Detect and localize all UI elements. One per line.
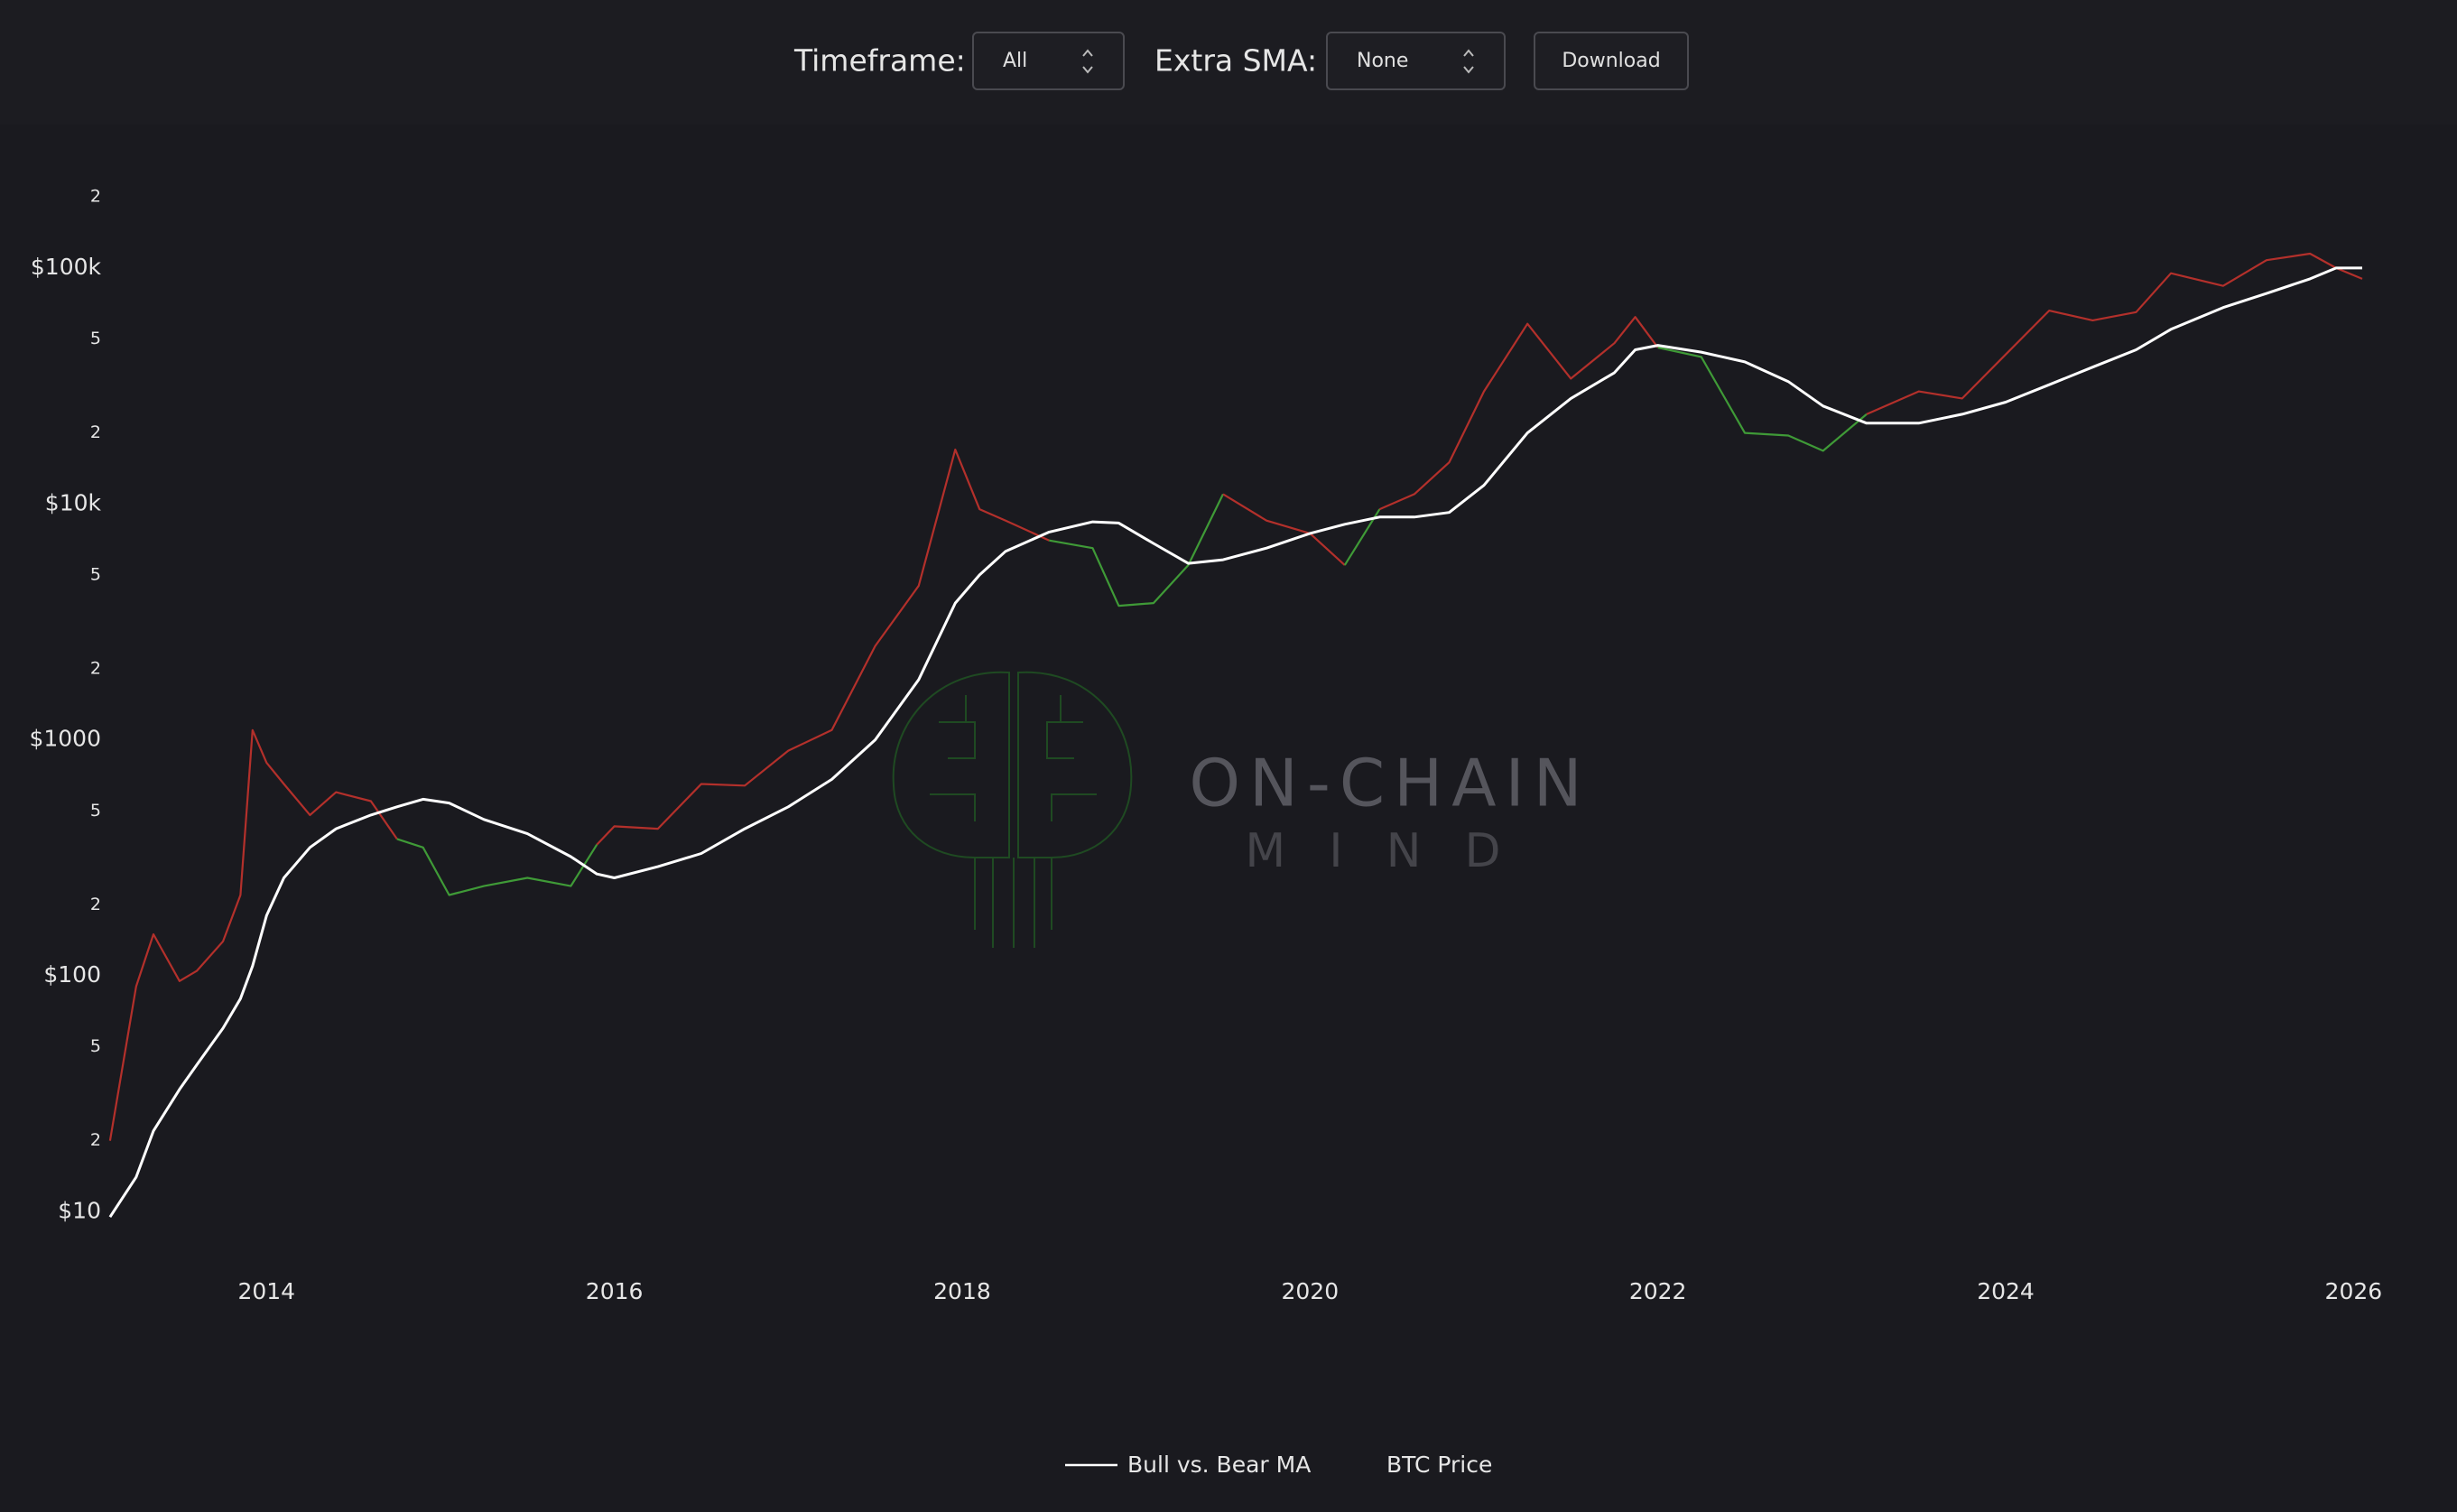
brain-circuits xyxy=(930,695,1097,948)
x-tick-label: 2014 xyxy=(237,1278,295,1304)
select-value[interactable]: None xyxy=(1357,50,1408,72)
header xyxy=(0,0,2457,125)
x-tick-label: 2016 xyxy=(586,1278,644,1304)
sma-select[interactable]: None xyxy=(1326,32,1506,90)
price-line xyxy=(108,728,398,1141)
price-line xyxy=(1049,493,1224,608)
download-button[interactable]: Download xyxy=(1534,32,1689,90)
y-tick-label: $1000 xyxy=(29,726,101,752)
legend-label: BTC Price xyxy=(1386,1452,1492,1478)
y-tick-label: $10 xyxy=(58,1197,101,1223)
brain-left xyxy=(892,671,1010,858)
price-line xyxy=(1866,252,2363,415)
y-tick-label: 2 xyxy=(90,895,101,914)
price-line xyxy=(1222,493,1346,566)
select-box[interactable] xyxy=(1326,32,1506,90)
select-value[interactable]: All xyxy=(1003,50,1027,72)
price-line xyxy=(596,448,1050,846)
y-tick-label: 5 xyxy=(90,801,101,821)
y-tick-label: 5 xyxy=(90,329,101,348)
x-tick-label: 2026 xyxy=(2325,1278,2383,1304)
watermark-subtitle: MIND xyxy=(1245,824,1544,878)
x-tick-label: 2018 xyxy=(933,1278,991,1304)
y-tick-label: 2 xyxy=(90,187,101,207)
ma-line xyxy=(108,266,2362,1219)
x-tick-label: 2024 xyxy=(1977,1278,2035,1304)
timeframe-select[interactable]: All xyxy=(972,32,1125,90)
price-line xyxy=(1378,316,1659,511)
y-tick-label: 2 xyxy=(90,658,101,678)
watermark-title: ON-CHAIN xyxy=(1189,746,1590,821)
y-tick-label: $100k xyxy=(31,254,102,280)
timeframe-label: Timeframe: xyxy=(793,43,966,79)
y-tick-label: 2 xyxy=(90,1130,101,1150)
y-tick-label: 5 xyxy=(90,564,101,584)
button-box[interactable] xyxy=(1534,32,1689,90)
x-tick-label: 2022 xyxy=(1629,1278,1687,1304)
x-tick-label: 2020 xyxy=(1282,1278,1340,1304)
select-box[interactable] xyxy=(972,32,1125,90)
y-tick-label: 5 xyxy=(90,1036,101,1056)
legend-label: Bull vs. Bear MA xyxy=(1127,1452,1311,1478)
y-tick-label: $100 xyxy=(43,961,101,988)
price-line xyxy=(396,838,598,896)
select-arrows xyxy=(1082,49,1093,74)
button-label[interactable]: Download xyxy=(1562,50,1660,72)
watermark-logo xyxy=(892,671,1133,948)
brain-right xyxy=(1017,671,1133,858)
select-arrows xyxy=(1463,49,1474,74)
y-tick-label: 2 xyxy=(90,422,101,442)
y-tick-label: $10k xyxy=(45,489,102,515)
sma-label: Extra SMA: xyxy=(1154,43,1317,79)
price-line xyxy=(1657,346,1868,452)
